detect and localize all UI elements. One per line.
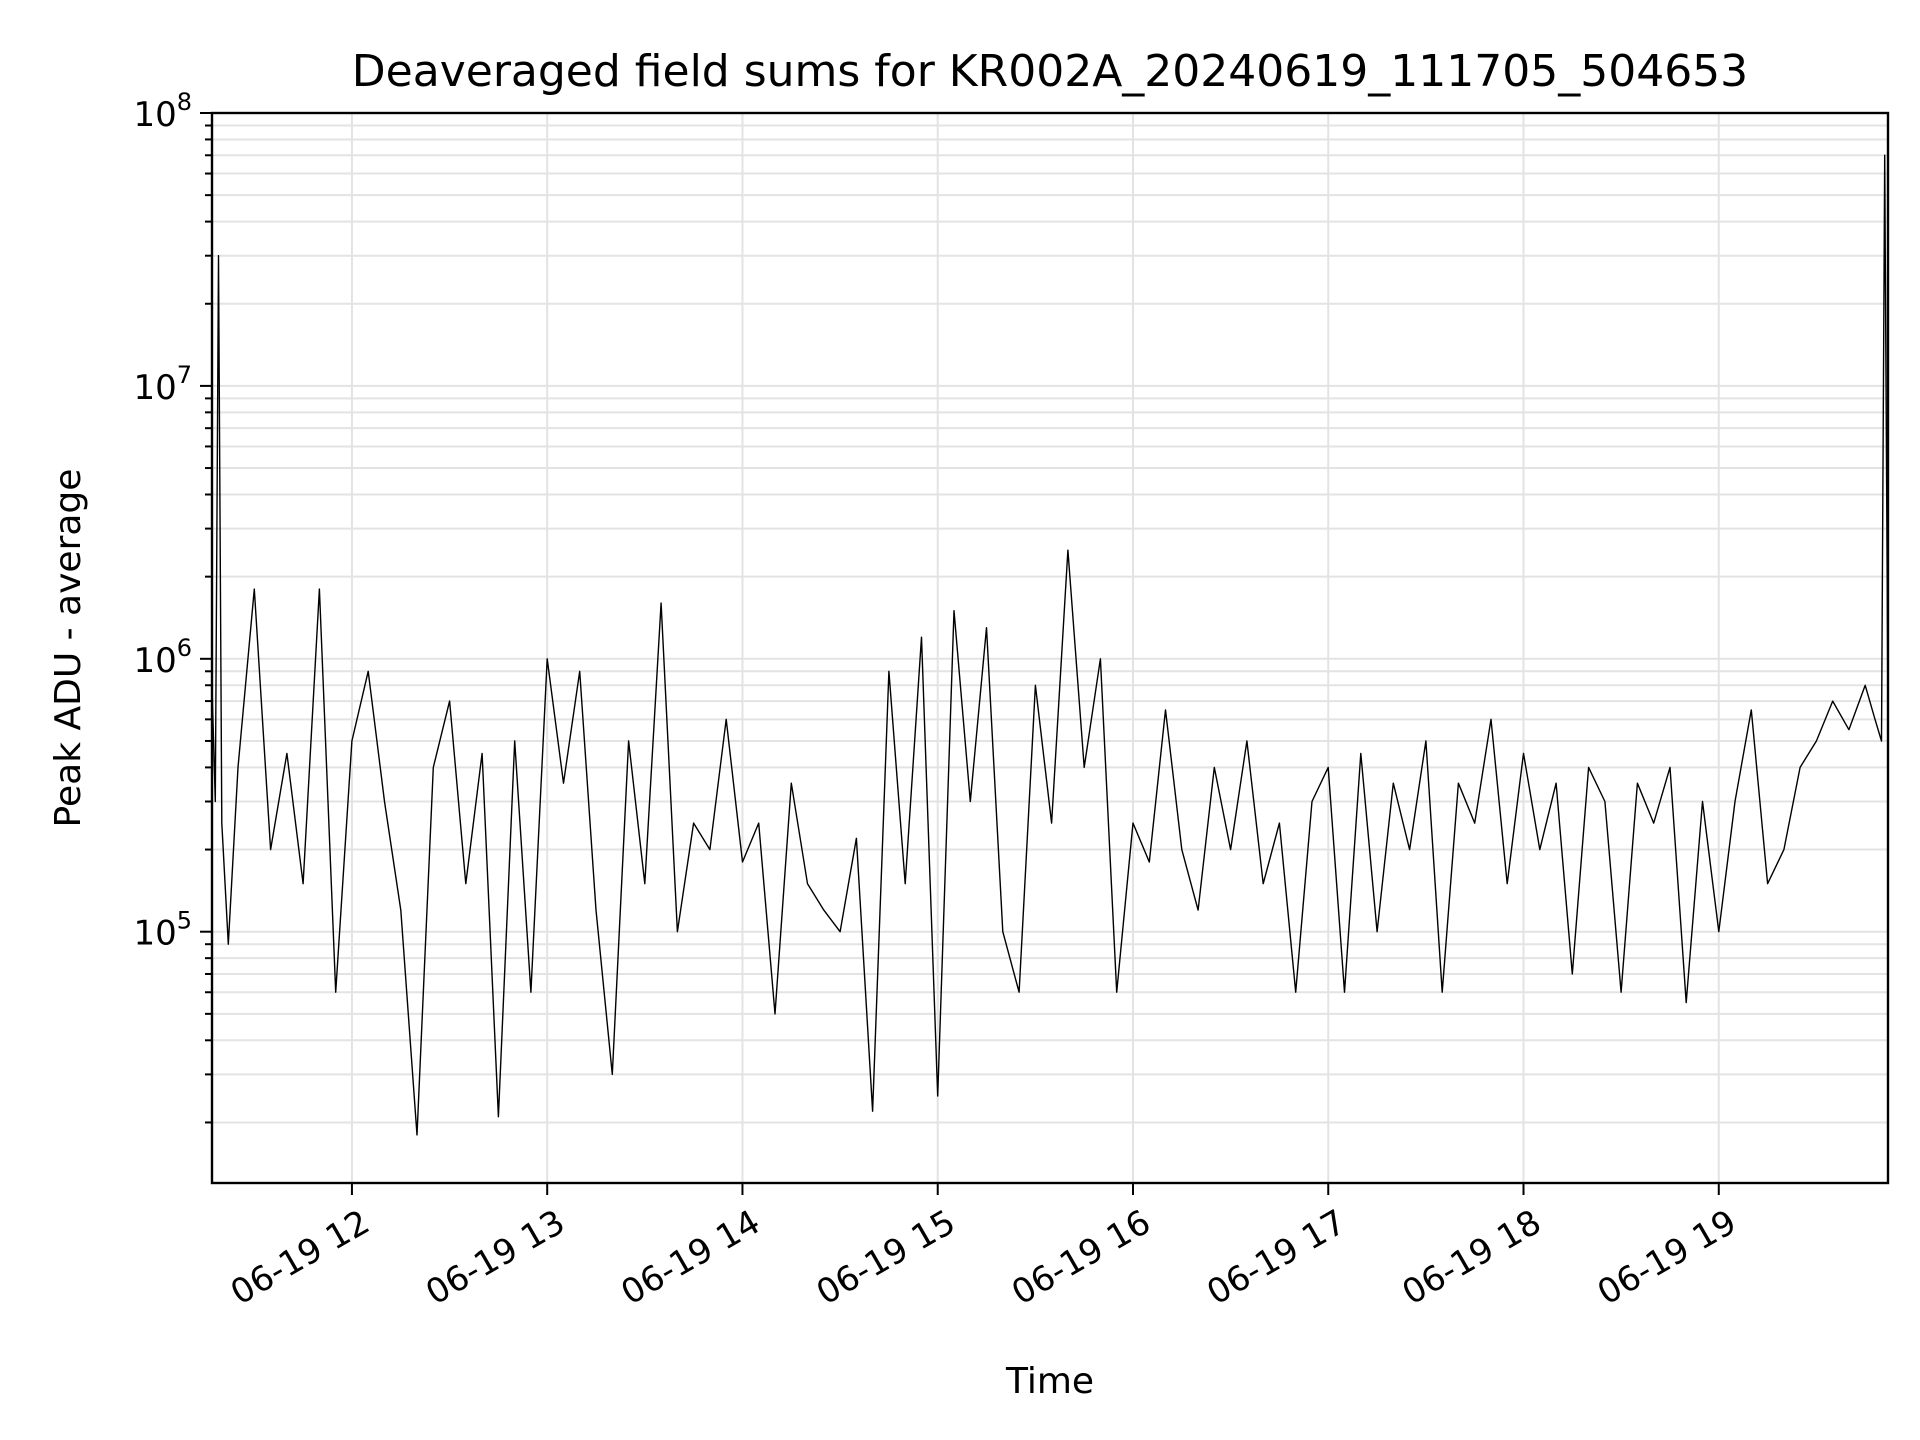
y-tick-label: 106	[133, 634, 192, 681]
series-line-0	[212, 154, 1888, 1136]
y-tick-label: 108	[133, 88, 192, 135]
x-axis-label: Time	[1005, 1361, 1094, 1402]
y-axis: 105 106 107 108	[133, 88, 212, 1124]
plot-frame	[210, 111, 1890, 1185]
y-tick-label: 105	[133, 907, 192, 954]
data-series	[212, 154, 1888, 1136]
chart-title: Deaveraged field sums for KR002A_2024061…	[352, 46, 1748, 97]
y-tick-label: 107	[133, 361, 192, 408]
y-axis-label: Peak ADU - average	[48, 469, 89, 828]
